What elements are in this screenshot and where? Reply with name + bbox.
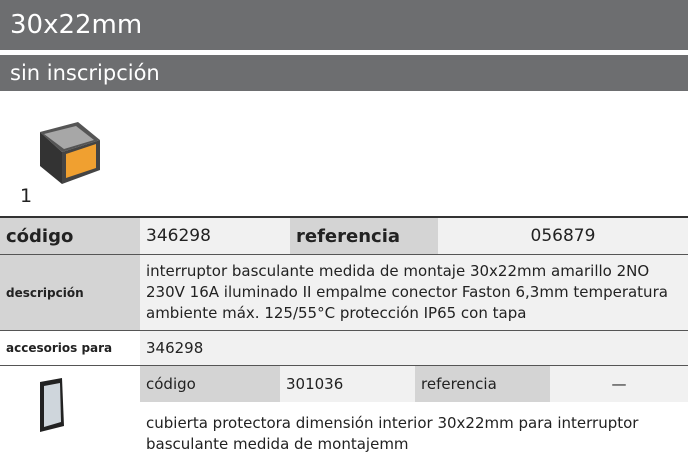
title: 30x22mm: [0, 0, 688, 50]
product-image: [40, 122, 100, 184]
accessory-image-cell: [0, 365, 140, 466]
description-label: descripción: [0, 254, 140, 330]
code: 346298: [140, 216, 290, 254]
accessory-code-label: código: [140, 365, 280, 402]
code-label: código: [0, 216, 140, 254]
accessory-image: [40, 378, 64, 432]
product-index: 1: [20, 185, 33, 207]
reference: 056879: [438, 216, 688, 254]
subtitle: sin inscripción: [0, 55, 688, 91]
accessories-for: 346298: [140, 330, 688, 365]
reference-label: referencia: [290, 216, 438, 254]
accessory-reference: —: [550, 365, 688, 402]
accessory-description: cubierta protectora dimensión interior 3…: [140, 402, 688, 466]
accessories-label: accesorios para: [0, 330, 140, 365]
description: interruptor basculante medida de montaje…: [140, 254, 688, 330]
accessory-code: 301036: [280, 365, 415, 402]
accessory-reference-label: referencia: [415, 365, 550, 402]
